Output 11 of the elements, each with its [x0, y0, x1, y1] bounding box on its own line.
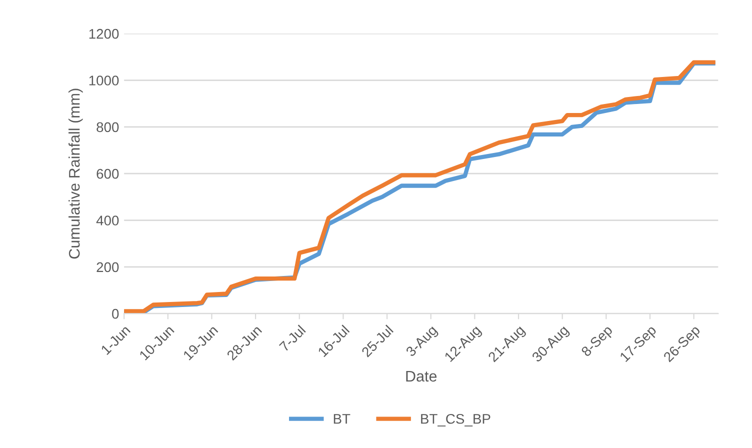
y-tick-label: 600 [96, 168, 119, 179]
legend-label: BT_CS_BP [421, 414, 490, 426]
x-axis-title: Date [406, 370, 437, 382]
y-tick-label: 400 [96, 216, 119, 226]
y-tick-label: 1200 [89, 28, 119, 39]
y-tick-label: 200 [96, 262, 119, 272]
y-tick-label: 1000 [89, 76, 119, 86]
y-tick-label: 0 [112, 308, 119, 319]
y-tick-label: 800 [96, 122, 119, 132]
legend-label: BT [334, 414, 350, 424]
y-axis-title: Cumulative Rainfall (mm) [68, 88, 83, 259]
